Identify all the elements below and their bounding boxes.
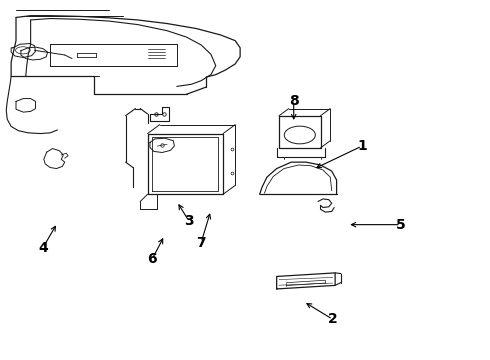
Text: 1: 1 xyxy=(357,139,367,153)
Text: 8: 8 xyxy=(289,94,298,108)
Text: 3: 3 xyxy=(184,214,194,228)
Text: 6: 6 xyxy=(147,252,157,266)
Text: 7: 7 xyxy=(196,235,206,249)
Text: 4: 4 xyxy=(38,241,48,255)
Text: 5: 5 xyxy=(396,218,406,231)
Text: 2: 2 xyxy=(328,312,338,326)
